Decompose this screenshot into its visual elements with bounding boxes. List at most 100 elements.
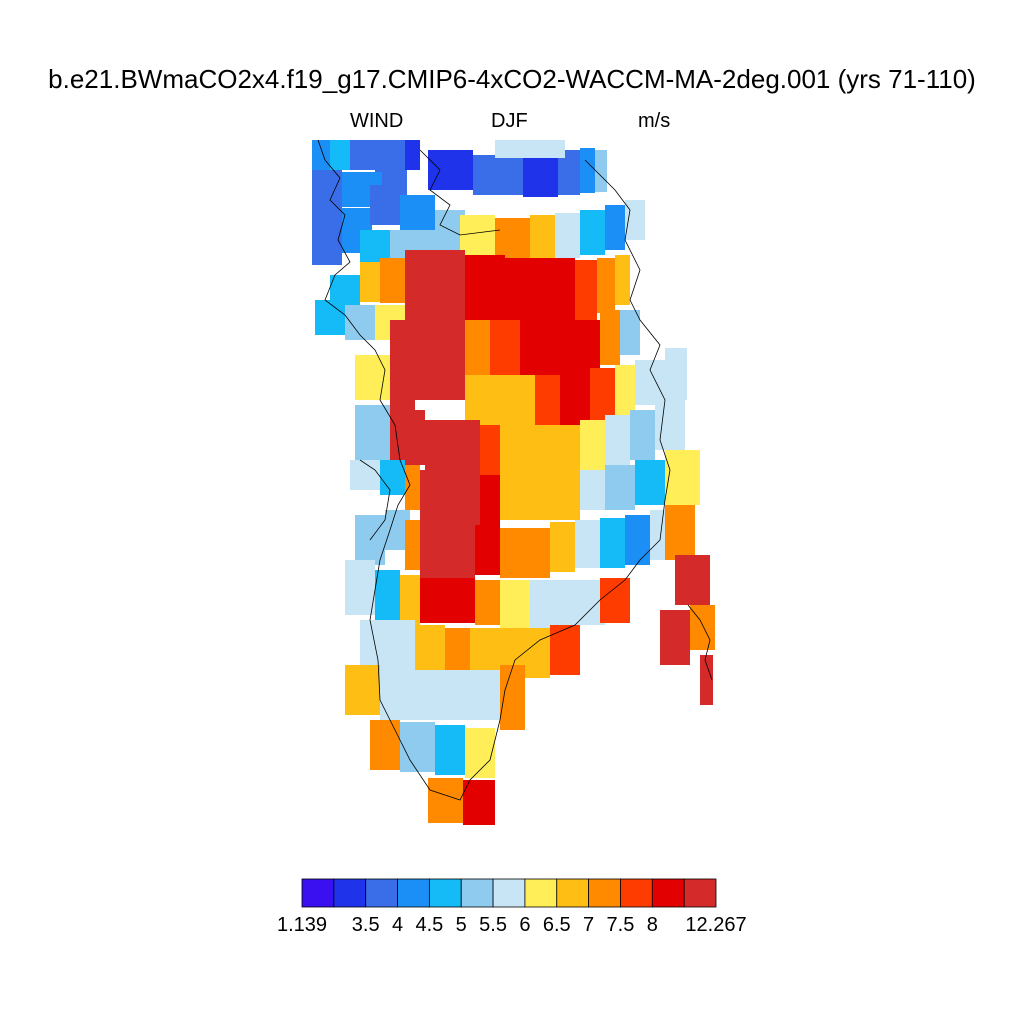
map-cell — [580, 148, 595, 193]
map-cell — [355, 355, 390, 400]
map-cell — [580, 470, 605, 510]
map-cell — [665, 450, 700, 505]
map-cell — [595, 150, 607, 192]
map-cell — [400, 195, 435, 235]
map-cell — [660, 610, 690, 665]
colorbar-swatch — [683, 878, 717, 908]
coastline — [317, 139, 713, 801]
map-cell — [530, 215, 555, 263]
colorbar-swatch — [397, 878, 430, 908]
map-cell — [475, 580, 500, 625]
map-cell — [580, 210, 605, 255]
map-cell — [480, 425, 500, 475]
map-cell — [460, 215, 495, 260]
map-cell — [380, 670, 500, 720]
colorbar-swatch — [428, 878, 462, 908]
colorbar-tick-label: 5 — [455, 914, 467, 936]
colorbar-tick-label: 7 — [583, 914, 595, 936]
map-cell — [555, 213, 580, 258]
map-cell — [500, 425, 580, 465]
map-cell — [665, 505, 695, 560]
map-cell — [463, 780, 495, 825]
map-cell — [475, 525, 500, 575]
map-cell — [590, 368, 615, 423]
colorbar-swatch — [492, 878, 526, 908]
map-cell — [315, 300, 345, 335]
colorbar-tick-label: 12.267 — [685, 914, 747, 936]
map-cell — [360, 620, 380, 665]
map-cell — [570, 320, 600, 375]
map-cell — [390, 355, 415, 410]
map-cell — [490, 320, 520, 375]
map-cell — [530, 580, 580, 630]
map-cell — [380, 620, 415, 670]
colorbar-swatch — [460, 878, 494, 908]
map-cell — [665, 348, 687, 400]
map-cell — [700, 655, 713, 705]
map-cell — [675, 555, 710, 605]
map-cell — [425, 420, 480, 470]
map-cell — [415, 625, 445, 675]
map-cell — [500, 465, 580, 520]
map-cell — [600, 310, 620, 365]
map-cell — [405, 140, 420, 170]
map-cell — [575, 520, 600, 568]
map-cell — [420, 530, 475, 580]
map-cell — [575, 260, 597, 320]
map-cell — [480, 475, 500, 525]
map-cell — [355, 405, 390, 460]
plot-title: b.e21.BWmaCO2x4.f19_g17.CMIP6-4xCO2-WACC… — [48, 64, 976, 94]
season-label: DJF — [491, 110, 528, 132]
colorbar-tick-label: 8 — [646, 914, 658, 936]
colorbar-tick-label: 4 — [391, 914, 404, 936]
colorbar — [301, 878, 717, 908]
colorbar-tick-label: 3.5 — [351, 914, 380, 936]
map-cell — [380, 460, 405, 495]
map-cell — [600, 518, 625, 568]
map-cell — [523, 155, 558, 197]
map-cell — [400, 722, 435, 772]
map-cell — [375, 570, 400, 625]
map-cell — [600, 578, 630, 623]
colorbar-swatch — [588, 878, 621, 908]
map-cell — [635, 460, 665, 505]
map-cell — [500, 580, 530, 630]
map-cell — [605, 205, 625, 250]
variable-label: WIND — [350, 110, 404, 132]
colorbar-tick-label: 1.139 — [276, 914, 328, 936]
colorbar-swatch — [333, 878, 367, 908]
map-cell — [495, 140, 565, 158]
map-cell — [312, 170, 342, 205]
colorbar-tick-label: 5.5 — [479, 914, 507, 936]
colorbar-swatch — [651, 878, 685, 908]
colorbar-tick-label: 7.5 — [606, 914, 635, 936]
colorbar-swatch — [301, 878, 335, 908]
map-cell — [312, 140, 330, 170]
map-cell — [605, 465, 635, 510]
map-cell — [550, 522, 575, 572]
map-cell — [580, 420, 605, 470]
colorbar-tick-label: 4.5 — [415, 914, 444, 936]
map-cell — [405, 520, 420, 570]
map-cell — [605, 415, 630, 465]
map-cell — [500, 375, 535, 425]
map-cell — [350, 140, 375, 170]
colorbar-swatch — [620, 878, 653, 908]
map-cell — [465, 255, 505, 325]
map-cell — [535, 375, 560, 425]
map-cell — [345, 305, 375, 340]
map-cell — [635, 360, 665, 405]
map-cell — [420, 470, 480, 530]
map-cell — [465, 320, 490, 375]
map-cell — [345, 665, 380, 715]
map-cell — [435, 725, 465, 775]
colorbar-tick-label: 6 — [519, 914, 531, 936]
map-cell — [400, 575, 420, 625]
map-cell — [312, 205, 342, 265]
map-cell — [560, 370, 590, 425]
map-cell — [597, 258, 615, 313]
map-cell — [655, 400, 685, 450]
map-cell — [405, 465, 420, 510]
map-cell — [390, 410, 425, 465]
colorbar-swatch — [524, 878, 558, 908]
